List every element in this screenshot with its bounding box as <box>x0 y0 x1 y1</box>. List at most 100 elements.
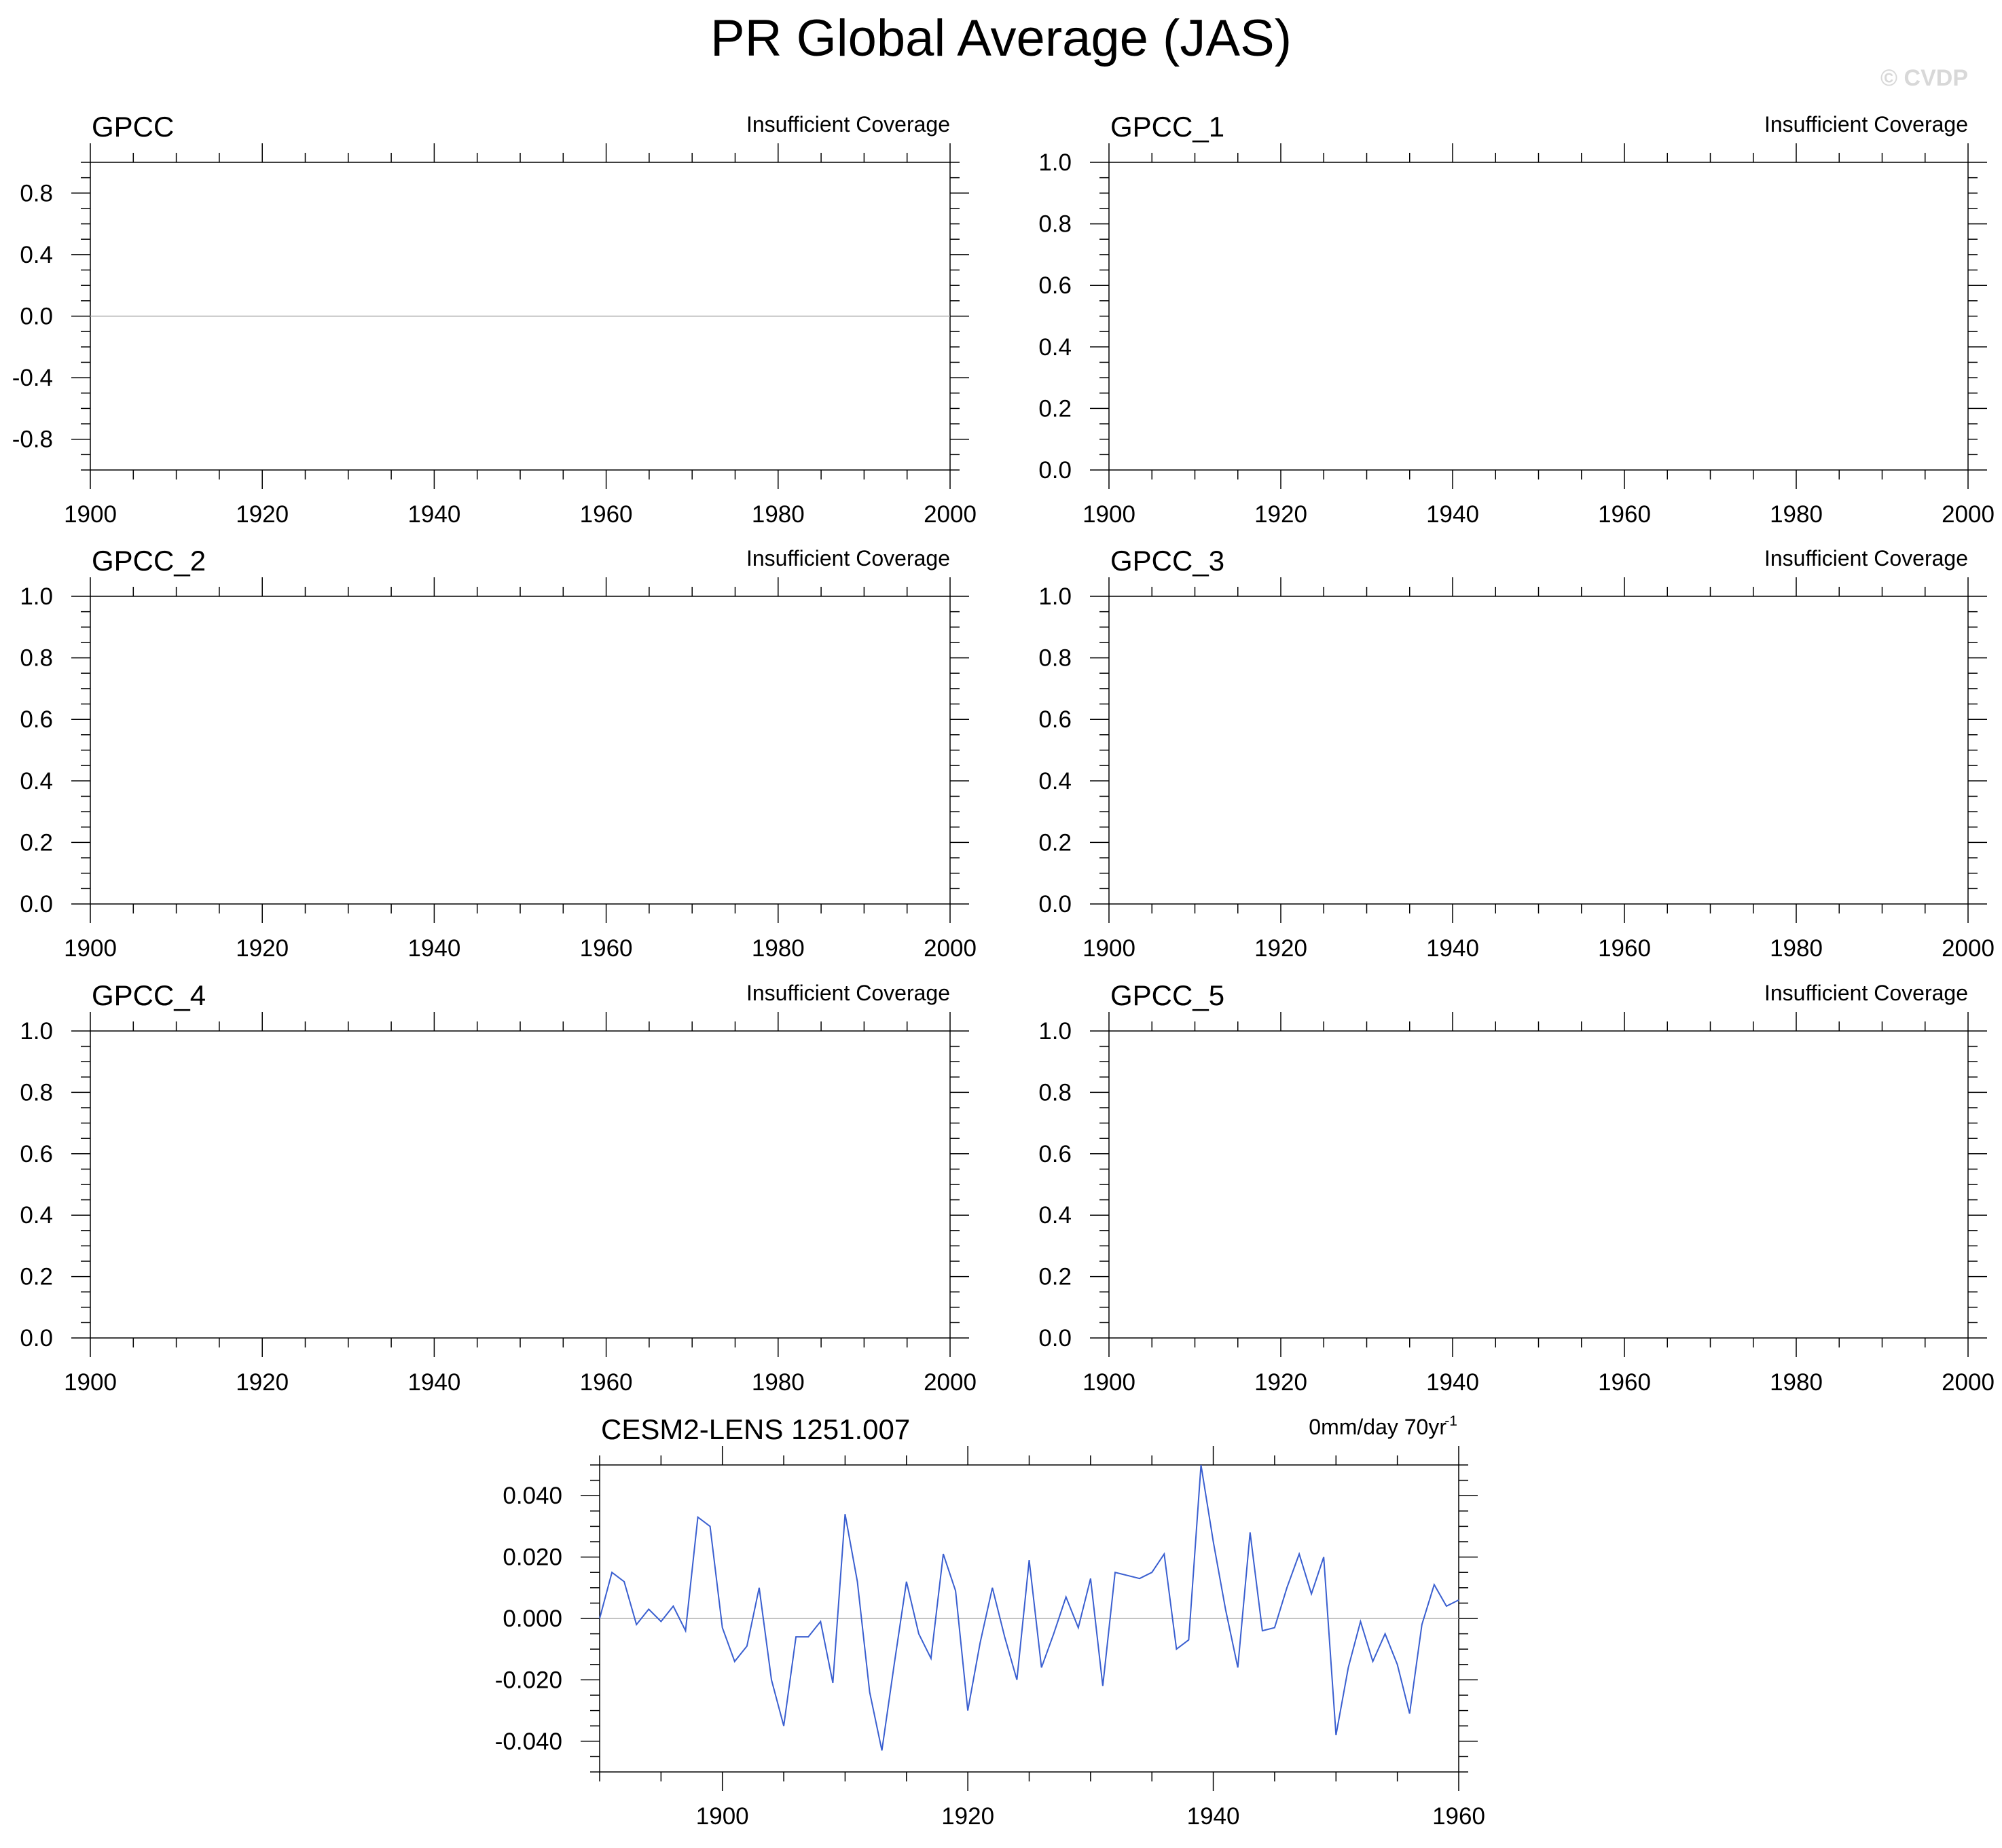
chart-4-y-tick-label: 1.0 <box>1038 583 1072 610</box>
chart-3-y-tick-label: 1.0 <box>20 583 53 610</box>
chart-5-y-tick-label: 0.4 <box>20 1202 53 1229</box>
chart-6-x-tick-label: 1940 <box>1426 1369 1479 1396</box>
chart-4-y-tick-label: 0.0 <box>1038 891 1072 918</box>
chart-6-y-tick-label: 0.4 <box>1038 1202 1072 1229</box>
chart-4-y-tick-label: 0.2 <box>1038 829 1072 856</box>
chart-6-x-tick-label: 1960 <box>1598 1369 1651 1396</box>
chart-5-y-tick-label: 0.8 <box>20 1079 53 1106</box>
chart-2-x-tick-label: 1940 <box>1426 501 1479 528</box>
chart-7-y-tick-label: 0.040 <box>503 1483 562 1509</box>
chart-3-y-tick-label: 0.6 <box>20 706 53 733</box>
chart-1-y-tick-label: -0.4 <box>12 365 53 391</box>
chart-2-note: Insufficient Coverage <box>1764 112 1968 137</box>
chart-7-y-tick-label: -0.020 <box>495 1667 562 1693</box>
chart-3-x-tick-label: 1960 <box>580 935 633 962</box>
chart-1-x-tick-label: 1940 <box>407 501 460 528</box>
chart-3-y-tick-label: 0.2 <box>20 829 53 856</box>
chart-7-x-tick-label: 1920 <box>941 1803 994 1830</box>
chart-1-x-tick-label: 1960 <box>580 501 633 528</box>
chart-7-y-tick-label: -0.040 <box>495 1728 562 1755</box>
chart-7-x-tick-label: 1940 <box>1187 1803 1240 1830</box>
chart-4-x-tick-label: 1920 <box>1254 935 1307 962</box>
chart-4-y-tick-label: 0.6 <box>1038 706 1072 733</box>
chart-4-x-tick-label: 1900 <box>1082 935 1135 962</box>
chart-2-y-tick-label: 0.4 <box>1038 334 1072 361</box>
chart-5-x-tick-label: 1940 <box>407 1369 460 1396</box>
chart-5-y-tick-label: 1.0 <box>20 1018 53 1045</box>
chart-4-x-tick-label: 2000 <box>1942 935 1995 962</box>
chart-1-x-tick-label: 1920 <box>236 501 289 528</box>
chart-7-note-superscript: -1 <box>1444 1413 1457 1429</box>
chart-6-x-tick-label: 1920 <box>1254 1369 1307 1396</box>
chart-6-y-tick-label: 0.8 <box>1038 1079 1072 1106</box>
chart-7-y-tick-label: 0.020 <box>503 1544 562 1571</box>
chart-3-x-tick-label: 2000 <box>924 935 977 962</box>
chart-3-y-tick-label: 0.0 <box>20 891 53 918</box>
chart-1-note: Insufficient Coverage <box>746 112 950 137</box>
chart-1-x-tick-label: 1980 <box>752 501 805 528</box>
chart-1-x-tick-label: 2000 <box>924 501 977 528</box>
chart-4-y-tick-label: 0.8 <box>1038 645 1072 672</box>
chart-6-note: Insufficient Coverage <box>1764 981 1968 1005</box>
chart-7-y-tick-label: 0.000 <box>503 1606 562 1632</box>
chart-5-x-tick-label: 1920 <box>236 1369 289 1396</box>
chart-3-y-tick-label: 0.8 <box>20 645 53 672</box>
chart-6-x-tick-label: 2000 <box>1942 1369 1995 1396</box>
chart-panel-4: GPCC_3 Insufficient Coverage 1900 1920 1940 1… <box>1038 545 1995 962</box>
chart-1-y-tick-label: -0.8 <box>12 427 53 453</box>
chart-2-x-tick-label: 1960 <box>1598 501 1651 528</box>
chart-5-x-tick-label: 2000 <box>924 1369 977 1396</box>
chart-4-note: Insufficient Coverage <box>1764 546 1968 570</box>
chart-5-y-tick-label: 0.0 <box>20 1325 53 1352</box>
chart-2-y-tick-label: 0.6 <box>1038 272 1072 299</box>
chart-6-x-tick-label: 1980 <box>1770 1369 1823 1396</box>
chart-panel-5: GPCC_4 Insufficient Coverage 1900 1920 1940 1… <box>20 979 977 1396</box>
chart-3-note: Insufficient Coverage <box>746 546 950 570</box>
chart-5-y-tick-label: 0.2 <box>20 1264 53 1290</box>
chart-3-title: GPCC_2 <box>92 545 206 577</box>
panels: GPCC Insufficient Coverage 1900 1920 1940 196… <box>12 111 1995 1830</box>
chart-6-y-tick-label: 0.2 <box>1038 1264 1072 1290</box>
chart-1-title: GPCC <box>92 111 174 143</box>
chart-7-x-tick-label: 1960 <box>1432 1803 1485 1830</box>
chart-3-x-tick-label: 1980 <box>752 935 805 962</box>
chart-3-x-tick-label: 1940 <box>407 935 460 962</box>
chart-2-x-tick-label: 1900 <box>1082 501 1135 528</box>
chart-6-y-tick-label: 1.0 <box>1038 1018 1072 1045</box>
chart-6-title: GPCC_5 <box>1110 979 1224 1011</box>
chart-3-y-tick-label: 0.4 <box>20 768 53 795</box>
chart-panel-3: GPCC_2 Insufficient Coverage 1900 1920 1940 1… <box>20 545 977 962</box>
chart-3-x-tick-label: 1900 <box>64 935 117 962</box>
chart-panel-7: CESM2-LENS 1251.007 0mm/day 70yr-1 1900 192… <box>495 1413 1485 1830</box>
chart-2-y-tick-label: 0.0 <box>1038 457 1072 484</box>
chart-6-y-tick-label: 0.6 <box>1038 1141 1072 1167</box>
chart-2-x-tick-label: 1980 <box>1770 501 1823 528</box>
chart-5-y-tick-label: 0.6 <box>20 1141 53 1167</box>
chart-panel-6: GPCC_5 Insufficient Coverage 1900 1920 1940 1… <box>1038 979 1995 1396</box>
chart-4-x-tick-label: 1960 <box>1598 935 1651 962</box>
chart-panel-1: GPCC Insufficient Coverage 1900 1920 1940 196… <box>12 111 977 528</box>
watermark: © CVDP <box>1880 65 1968 91</box>
chart-5-note: Insufficient Coverage <box>746 981 950 1005</box>
chart-6-x-tick-label: 1900 <box>1082 1369 1135 1396</box>
chart-1-y-tick-label: 0.8 <box>20 180 53 206</box>
chart-4-y-tick-label: 0.4 <box>1038 768 1072 795</box>
chart-2-x-tick-label: 2000 <box>1942 501 1995 528</box>
chart-2-x-tick-label: 1920 <box>1254 501 1307 528</box>
chart-6-y-tick-label: 0.0 <box>1038 1325 1072 1352</box>
chart-5-x-tick-label: 1960 <box>580 1369 633 1396</box>
chart-4-title: GPCC_3 <box>1110 545 1224 577</box>
chart-2-y-tick-label: 0.2 <box>1038 395 1072 422</box>
chart-2-y-tick-label: 0.8 <box>1038 211 1072 238</box>
chart-panel-2: GPCC_1 Insufficient Coverage 1900 1920 1940 1… <box>1038 111 1995 528</box>
chart-5-title: GPCC_4 <box>92 979 206 1011</box>
chart-1-y-tick-label: 0.0 <box>20 304 53 330</box>
chart-2-y-tick-label: 1.0 <box>1038 149 1072 176</box>
chart-7-x-tick-label: 1900 <box>696 1803 749 1830</box>
chart-4-x-tick-label: 1980 <box>1770 935 1823 962</box>
chart-7-note: 0mm/day 70yr <box>1309 1415 1446 1439</box>
chart-2-title: GPCC_1 <box>1110 111 1224 143</box>
chart-1-y-tick-label: 0.4 <box>20 242 53 268</box>
chart-3-x-tick-label: 1920 <box>236 935 289 962</box>
